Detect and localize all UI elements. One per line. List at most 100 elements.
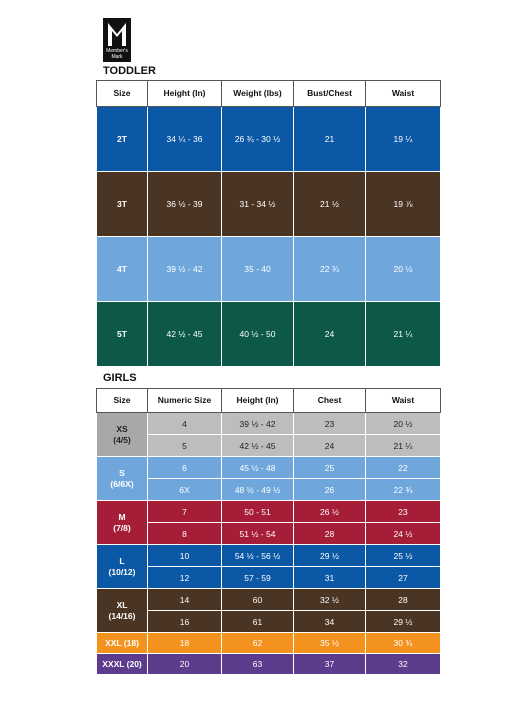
cell: 60 [221,588,294,611]
cell: 20 [147,653,222,675]
size-cell: S (6/6X) [96,456,148,501]
size-label: (14/16) [108,610,136,621]
cell: 28 [365,588,441,611]
cell: 25 ½ [365,544,441,567]
cell: 6X [147,478,222,501]
row: XL (14/16) 14 60 32 ½ 28 [96,588,441,633]
header-row: Size Numeric Size Height (In) Chest Waist [96,388,441,413]
row: 3T 36 ½ - 39 31 - 34 ½ 21 ½ 19 ⅞ [96,171,441,237]
cell: 26 [293,478,366,501]
cell: 18 [147,632,222,654]
cell: 39 ½ - 42 [147,236,222,302]
header-cell: Size [96,388,148,413]
cell: 51 ½ - 54 [221,522,294,545]
cell: 16 [147,610,222,633]
cell: 62 [221,632,294,654]
cell: 25 [293,456,366,479]
header-cell: Bust/Chest [293,80,366,107]
size-label: S [119,467,125,478]
cell: 19 ⅞ [365,171,441,237]
header-cell: Weight (lbs) [221,80,294,107]
cell: 57 - 59 [221,566,294,589]
row: 5T 42 ½ - 45 40 ½ - 50 24 21 ¼ [96,301,441,367]
row: 4T 39 ½ - 42 35 - 40 22 ¾ 20 ½ [96,236,441,302]
row: M (7/8) 7 50 - 51 26 ½ 23 [96,500,441,545]
cell: 26 ½ [293,500,366,523]
cell: 6 [147,456,222,479]
header-cell: Size [96,80,148,107]
row: 8 51 ½ - 54 28 24 ½ [97,522,441,545]
size-label: (4/5) [113,434,131,445]
cell: 5 [147,434,222,457]
cell: 54 ½ - 56 ½ [221,544,294,567]
size-label: XXXL (20) [102,658,142,669]
size-label: (6/6X) [110,478,134,489]
cell: 21 [293,106,366,172]
row: 6X 48 ½ - 49 ½ 26 22 ¾ [97,478,441,501]
header-cell: Numeric Size [147,388,222,413]
cell: 24 [293,434,366,457]
cell: 27 [365,566,441,589]
logo-text: Member's [106,48,128,54]
cell: 42 ½ - 45 [221,434,294,457]
header-cell: Height (In) [221,388,294,413]
cell: 63 [221,653,294,675]
cell: 48 ½ - 49 ½ [221,478,294,501]
toddler-table: Size Height (In) Weight (lbs) Bust/Chest Wai… [96,80,441,367]
size-label: M [118,511,126,522]
row: S (6/6X) 6 45 ½ - 48 25 22 [96,456,441,501]
cell: 24 ½ [365,522,441,545]
cell: 31 [293,566,366,589]
cell: 22 ¾ [365,478,441,501]
cell: 28 [293,522,366,545]
size-label: XL [116,599,128,610]
cell: 24 [293,301,366,367]
cell: 21 ¼ [365,434,441,457]
cell: 35 ½ [293,632,366,654]
cell: 30 ¾ [365,632,441,654]
header-cell: Waist [365,80,441,107]
size-cell: XXXL (20) [96,653,148,675]
row: XS (4/5) 4 39 ½ - 42 23 20 ½ [96,412,441,457]
cell: 29 ½ [365,610,441,633]
size-label: XS [116,423,128,434]
size-cell: XL (14/16) [96,588,148,633]
size-label: XXL (18) [105,637,139,648]
cell: 31 - 34 ½ [221,171,294,237]
cell: 4T [96,236,148,302]
row: XXL (18) 18 62 35 ½ 30 ¾ [96,632,441,654]
logo-box [103,18,131,62]
cell: 29 ½ [293,544,366,567]
header-cell: Chest [293,388,366,413]
cell: 21 ¼ [365,301,441,367]
cell: 34 ¼ - 36 [147,106,222,172]
size-label: L [119,555,125,566]
size-label: (7/8) [113,522,131,533]
logo: Member's Mark [103,18,131,62]
cell: 20 ½ [365,236,441,302]
cell: 22 [365,456,441,479]
size-cell: M (7/8) [96,500,148,545]
cell: 12 [147,566,222,589]
cell: 4 [147,412,222,435]
cell: 37 [293,653,366,675]
girls-table: Size Numeric Size Height (In) Chest Waist XS(… [96,388,441,675]
cell: 32 ½ [293,588,366,611]
row: 12 57 - 59 31 27 [97,566,441,589]
cell: 36 ½ - 39 [147,171,222,237]
cell: 3T [96,171,148,237]
row: 16 61 34 29 ½ [97,610,441,633]
cell: 14 [147,588,222,611]
section-title: GIRLS [103,372,137,384]
cell: 35 - 40 [221,236,294,302]
size-cell: XXL (18) [96,632,148,654]
cell: 5T [96,301,148,367]
cell: 32 [365,653,441,675]
cell: 8 [147,522,222,545]
logo-text: Mark [111,54,123,60]
cell: 61 [221,610,294,633]
cell: 19 ¼ [365,106,441,172]
cell: 23 [365,500,441,523]
cell: 10 [147,544,222,567]
cell: 21 ½ [293,171,366,237]
